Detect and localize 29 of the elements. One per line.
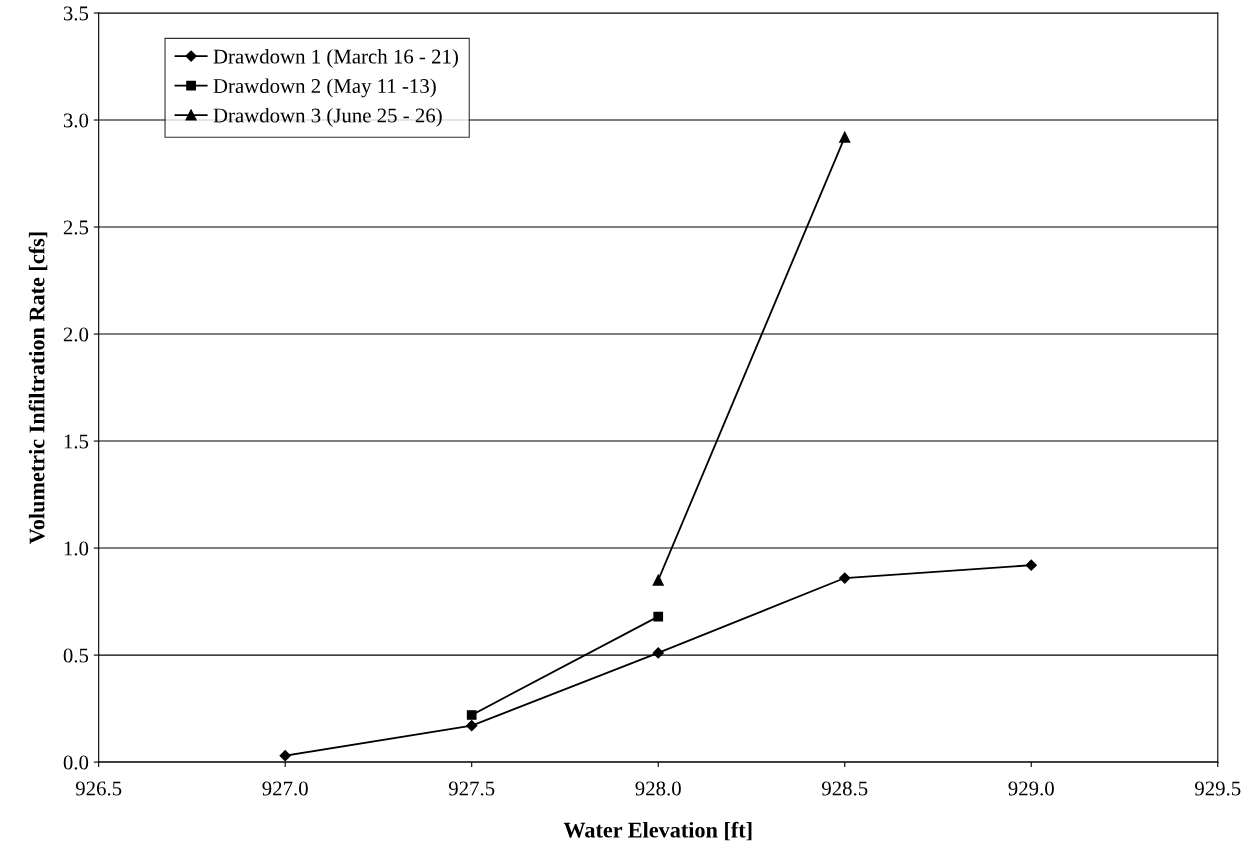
point — [839, 131, 851, 143]
y-tick-label: 0.5 — [63, 648, 89, 663]
point — [653, 611, 664, 622]
y-axis-title: Volumetric Infiltration Rate [cfs] — [28, 232, 48, 544]
x-tick-label: 929.5 — [1195, 781, 1241, 796]
x-tick-label: 928.0 — [635, 781, 681, 796]
x-tick-label: 927.5 — [448, 781, 495, 796]
point — [1025, 559, 1037, 571]
x-tick-label: 926.5 — [75, 781, 122, 796]
point — [466, 710, 477, 720]
x-axis-title: Water Elevation [ft] — [563, 821, 752, 841]
point — [279, 750, 291, 762]
x-tick-label: 927.0 — [262, 781, 308, 796]
y-tick-label: 2.0 — [63, 327, 89, 342]
y-tick-label: 0.0 — [63, 755, 89, 770]
legend-label: Drawdown 1 (March 16 - 21) — [213, 48, 458, 68]
y-tick-label: 2.5 — [63, 220, 89, 235]
legend-label: Drawdown 3 (June 25 - 26) — [213, 107, 442, 127]
y-tick-label: 1.5 — [64, 434, 89, 449]
point — [839, 572, 851, 584]
y-tick-label: 1.0 — [64, 541, 89, 556]
point — [466, 720, 478, 732]
point — [652, 647, 664, 659]
point — [652, 574, 664, 586]
y-tick-label: 3.0 — [63, 113, 89, 128]
x-tick-label: 928.5 — [821, 781, 868, 796]
x-tick-label: 929.0 — [1008, 781, 1054, 796]
legend-label: Drawdown 2 (May 11 -13) — [213, 78, 436, 98]
y-tick-label: 3.5 — [63, 6, 89, 21]
